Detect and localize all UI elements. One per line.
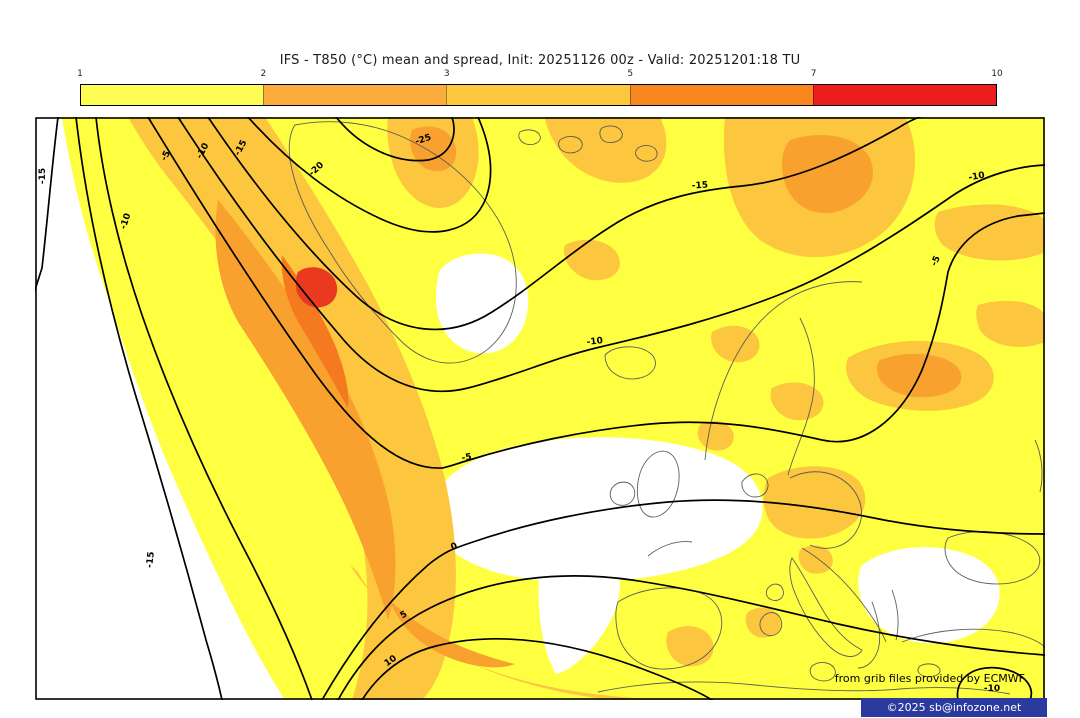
contour-label: -5 [930, 255, 943, 268]
map-border [35, 117, 1045, 700]
spread-region-baltic [763, 466, 866, 539]
spread-region-balkan-2 [745, 607, 781, 638]
spread-colorbar [80, 84, 997, 106]
forecast-map: from grib files provided by ECMWF -15 -10… [35, 117, 1045, 700]
coastline-norway [704, 281, 863, 461]
contour-label: -25 [414, 133, 433, 148]
contour-line-m20 [247, 117, 492, 233]
spread-region-south-core [390, 600, 515, 668]
contour-line-m10-anatolia [956, 666, 1033, 700]
contour-line-m5 [147, 117, 1045, 469]
spread-region-balkan-1 [798, 545, 833, 574]
copyright-badge: ©2025 sb@infozone.net [861, 698, 1047, 717]
spread-region-topright-core [782, 135, 873, 214]
contour-label: -15 [38, 168, 48, 184]
colorbar-tick: 7 [810, 69, 817, 79]
contour-line-m10-left [95, 117, 313, 700]
coastline-sicily [809, 662, 836, 682]
contour-label: -15 [145, 551, 157, 568]
spread-region-right-blob [976, 300, 1045, 347]
coastline-caspian [1034, 439, 1043, 493]
contour-label: -10 [968, 171, 986, 184]
spread-region-scand-1 [711, 325, 760, 363]
colorbar-segment [263, 85, 447, 105]
coastline-ireland [609, 481, 636, 506]
contour-line-m10 [177, 117, 1045, 393]
contour-line-m15-west [35, 117, 59, 291]
colorbar-segment [81, 85, 264, 105]
coastline-north-africa [597, 681, 1011, 695]
coastline-biscay [647, 541, 693, 557]
spread-region-low-aegean [858, 547, 1000, 644]
coastline-britain [636, 450, 680, 518]
contour-line-m25 [335, 117, 455, 162]
colorbar-tick: 5 [627, 69, 634, 79]
contour-label: -10 [119, 212, 134, 231]
coastline-denmark [741, 473, 769, 498]
colorbar-tick: 2 [260, 69, 267, 79]
coastline-arctic-islands [518, 125, 658, 162]
contour-labels-group: -15-10-15-5 -10 -15-20-25-5-5-10-10-150510… [38, 133, 1000, 694]
contour-label: 5 [399, 609, 409, 621]
coastline-baltic [789, 471, 863, 549]
colorbar-tick: 3 [443, 69, 450, 79]
spread-region-max-core [296, 267, 338, 308]
colorbar-segment [446, 85, 630, 105]
spread-region-scand-3 [697, 420, 734, 451]
coastline-greenland [288, 121, 517, 364]
contour-label: -5 [159, 149, 173, 163]
coastline-italy [789, 557, 863, 657]
spread-region-spain-east [666, 626, 714, 667]
coastline-corsica-sardinia [759, 583, 784, 637]
coastline-iceland [604, 346, 656, 380]
spread-region-band-core [215, 200, 396, 620]
colorbar-ticks: 1 2 3 5 7 10 [77, 69, 1003, 82]
contour-line-10 [361, 637, 713, 700]
spread-region-low-central [430, 437, 763, 583]
contour-label: -5 [461, 452, 472, 463]
colorbar-tick: 10 [991, 69, 1003, 79]
colorbar-segment [812, 85, 997, 105]
coastline-bothnia [787, 317, 815, 476]
page-title: IFS - T850 (°C) mean and spread, Init: 2… [279, 53, 801, 68]
contour-line-m15-left [75, 117, 223, 700]
contour-line-5 [337, 575, 1045, 700]
colorbar-segment [629, 85, 813, 105]
colorbar-tick: 1 [77, 69, 83, 79]
contour-line-0 [321, 499, 1045, 700]
spread-region-low-central-tongue [538, 564, 620, 674]
contour-line-m15 [207, 117, 921, 331]
contours-layer [35, 117, 1045, 700]
attribution-text: from grib files provided by ECMWF [835, 672, 1025, 685]
contour-label: -10 [586, 336, 603, 348]
coastline-greece [857, 601, 881, 669]
contour-label: 0 [449, 541, 459, 553]
coastline-crete [917, 663, 941, 678]
spread-region-top-2 [545, 117, 667, 183]
spread-shading-layer [35, 117, 1045, 700]
spread-region-low-west [35, 117, 285, 700]
contour-label: -15 [692, 181, 709, 192]
contour-label: -10 [984, 684, 1000, 694]
